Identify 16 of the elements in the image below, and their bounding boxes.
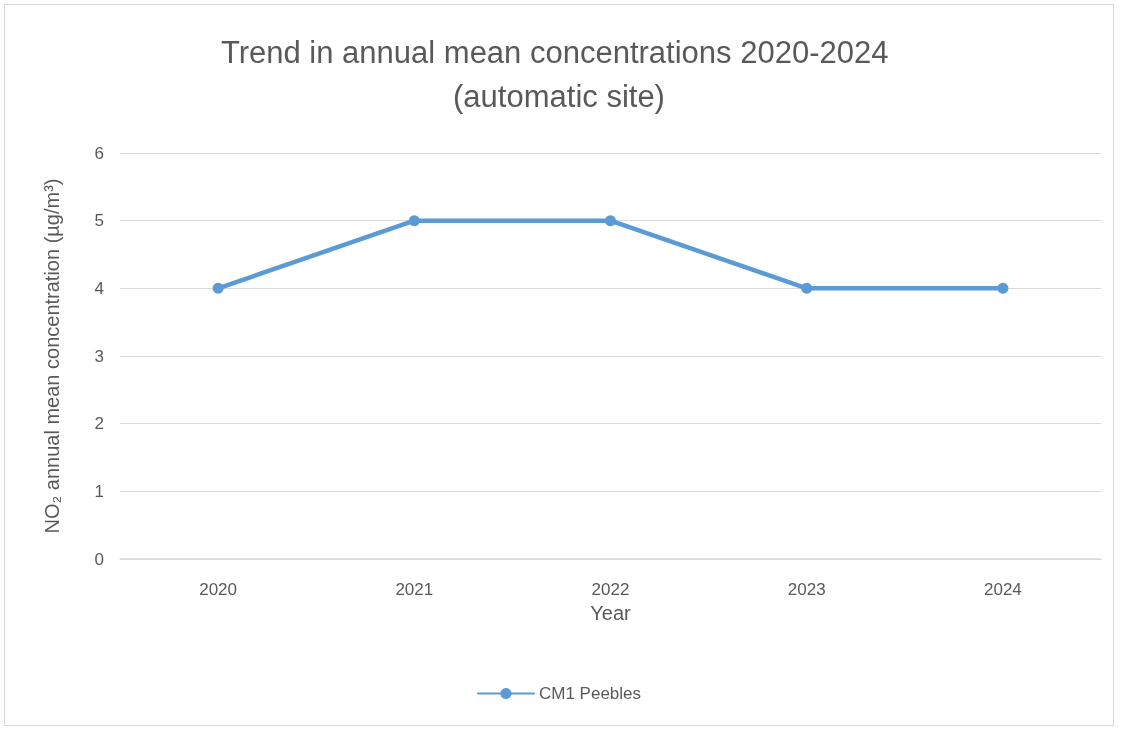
y-tick-label: 5 bbox=[94, 211, 104, 231]
y-tick-label: 4 bbox=[94, 278, 104, 298]
y-tick-label: 1 bbox=[94, 481, 104, 501]
x-tick-label: 2024 bbox=[983, 580, 1022, 599]
y-tick-label: 3 bbox=[94, 346, 104, 366]
chart-title: Trend in annual mean concentrations 2020-2024 (automatic site) bbox=[220, 34, 898, 114]
y-axis-title: NO₂ annual mean concentration (µg/m³) bbox=[41, 178, 63, 534]
x-tick-label: 2022 bbox=[591, 580, 630, 599]
legend-label: CM1 Peebles bbox=[538, 684, 642, 703]
y-tick-label: 2 bbox=[94, 414, 104, 434]
x-axis-title: Year bbox=[590, 601, 632, 624]
y-tick-label: 6 bbox=[94, 143, 104, 163]
x-tick-label: 2020 bbox=[199, 580, 238, 599]
x-tick-label: 2021 bbox=[395, 580, 434, 599]
x-tick-label: 2023 bbox=[787, 580, 826, 599]
y-tick-label: 0 bbox=[94, 549, 104, 569]
